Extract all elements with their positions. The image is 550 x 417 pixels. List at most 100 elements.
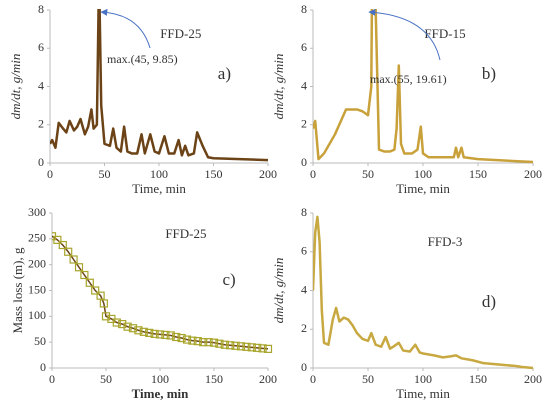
marker (161, 330, 170, 340)
x-tick-label: 0 (310, 372, 316, 386)
marker (258, 344, 267, 353)
y-tick-label: 0 (38, 155, 44, 169)
panel-label: d) (482, 292, 496, 311)
y-axis-label: dm/dt, g/min (271, 54, 286, 120)
data-line (50, 9, 269, 162)
y-tick-label: 2 (38, 117, 44, 131)
annotation-arrow (368, 8, 441, 61)
marker (209, 338, 219, 347)
x-tick-label: 50 (362, 167, 374, 181)
y-tick-label: 100 (28, 308, 46, 322)
marker (64, 247, 73, 256)
x-tick-label: 200 (259, 372, 277, 386)
x-axis-label: Time, min (132, 181, 186, 196)
marker (123, 322, 132, 331)
x-tick-label: 200 (259, 167, 277, 181)
x-tick-label: 100 (414, 167, 432, 181)
annotation: max.(45, 9.85) (107, 52, 178, 66)
marker (253, 343, 262, 352)
y-tick-label: 4 (38, 78, 44, 92)
marker (215, 339, 224, 348)
marker (236, 342, 246, 351)
marker (166, 331, 175, 340)
y-tick-label: 0 (301, 360, 307, 374)
panel-label: b) (482, 64, 496, 83)
x-tick-label: 100 (151, 372, 169, 386)
x-tick-label: 0 (310, 167, 316, 181)
marker (128, 324, 138, 333)
y-tick-label: 6 (301, 40, 307, 54)
series-label: FFD-3 (428, 234, 463, 249)
x-tick-label: 50 (99, 167, 111, 181)
plot (313, 215, 534, 370)
data-line (313, 9, 534, 164)
marker (263, 344, 273, 353)
x-tick-label: 100 (150, 167, 168, 181)
y-tick-label: 4 (301, 282, 307, 296)
marker (155, 330, 165, 339)
y-tick-label: 8 (301, 2, 307, 16)
plot (50, 9, 269, 162)
marker (118, 319, 127, 329)
marker (139, 327, 148, 336)
marker (53, 235, 62, 244)
marker (226, 341, 235, 350)
x-tick-label: 0 (47, 167, 53, 181)
marker (134, 326, 143, 335)
marker (231, 341, 240, 350)
marker (247, 343, 256, 352)
x-tick-label: 0 (49, 372, 55, 386)
marker (112, 318, 121, 327)
annotation-arrow (100, 8, 151, 49)
x-tick-label: 150 (469, 372, 487, 386)
data-line (313, 215, 534, 370)
x-axis-label: Time, min (132, 386, 190, 401)
x-axis-label: Time, min (396, 181, 450, 196)
y-tick-label: 8 (38, 2, 44, 16)
x-tick-label: 50 (100, 372, 112, 386)
y-tick-label: 0 (301, 155, 307, 169)
series-label: FFD-15 (424, 26, 465, 41)
y-axis-label: dm/dt, g/min (8, 54, 23, 120)
y-tick-label: 4 (301, 78, 307, 92)
y-tick-label: 2 (301, 117, 307, 131)
marker (188, 336, 197, 345)
plot (313, 9, 534, 164)
marker (177, 333, 186, 343)
marker (69, 255, 78, 264)
series-label: FFD-25 (160, 26, 201, 41)
y-tick-label: 0 (40, 360, 46, 374)
y-tick-label: 300 (28, 205, 46, 219)
marker (150, 329, 159, 338)
x-tick-label: 50 (362, 372, 374, 386)
marker (172, 332, 181, 342)
y-tick-label: 6 (38, 40, 44, 54)
marker (242, 342, 251, 351)
x-tick-label: 200 (524, 372, 542, 386)
marker (80, 270, 89, 280)
x-axis-label: Time, min (396, 386, 450, 401)
marker (85, 278, 94, 287)
panel-label: a) (218, 64, 231, 83)
marker (99, 299, 108, 308)
x-tick-label: 200 (524, 167, 542, 181)
y-tick-label: 8 (301, 205, 307, 219)
plot (52, 232, 273, 353)
marker (91, 286, 100, 295)
marker (101, 312, 111, 321)
annotation: max.(55, 19.61) (370, 72, 447, 86)
marker (74, 263, 84, 272)
y-axis-label: dm/dt, g/min (271, 258, 286, 324)
data-line (52, 235, 269, 350)
marker (204, 338, 213, 347)
marker (145, 328, 154, 337)
y-tick-label: 2 (301, 321, 307, 335)
y-axis-label: Mass loss (m), g (10, 247, 25, 333)
marker (96, 291, 105, 300)
marker (193, 337, 202, 346)
panel-label: c) (223, 270, 236, 289)
y-tick-label: 250 (28, 231, 46, 245)
y-tick-label: 150 (28, 282, 46, 296)
x-tick-label: 100 (414, 372, 432, 386)
